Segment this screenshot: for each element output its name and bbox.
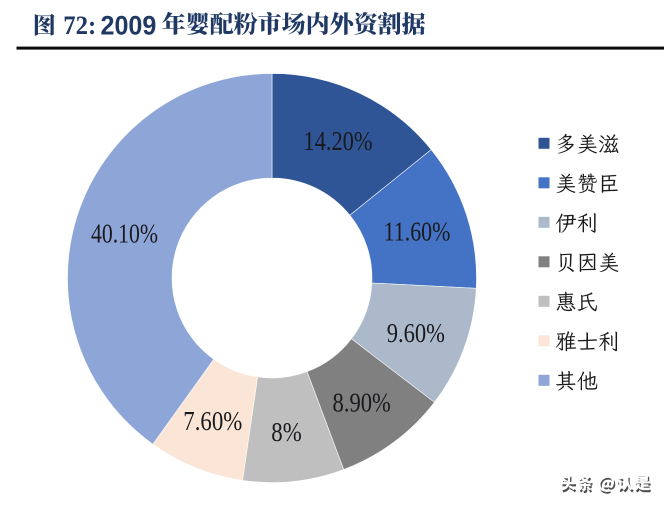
- svg-text:8%: 8%: [271, 417, 301, 447]
- svg-text:8.90%: 8.90%: [333, 388, 391, 418]
- svg-text:72:: 72:: [63, 11, 96, 40]
- svg-text:40.10%: 40.10%: [91, 219, 158, 249]
- svg-text:2009: 2009: [101, 11, 157, 41]
- svg-text:14.20%: 14.20%: [303, 126, 372, 156]
- svg-text:11.60%: 11.60%: [384, 217, 451, 247]
- svg-text:7.60%: 7.60%: [183, 406, 242, 436]
- svg-text:9.60%: 9.60%: [387, 318, 445, 348]
